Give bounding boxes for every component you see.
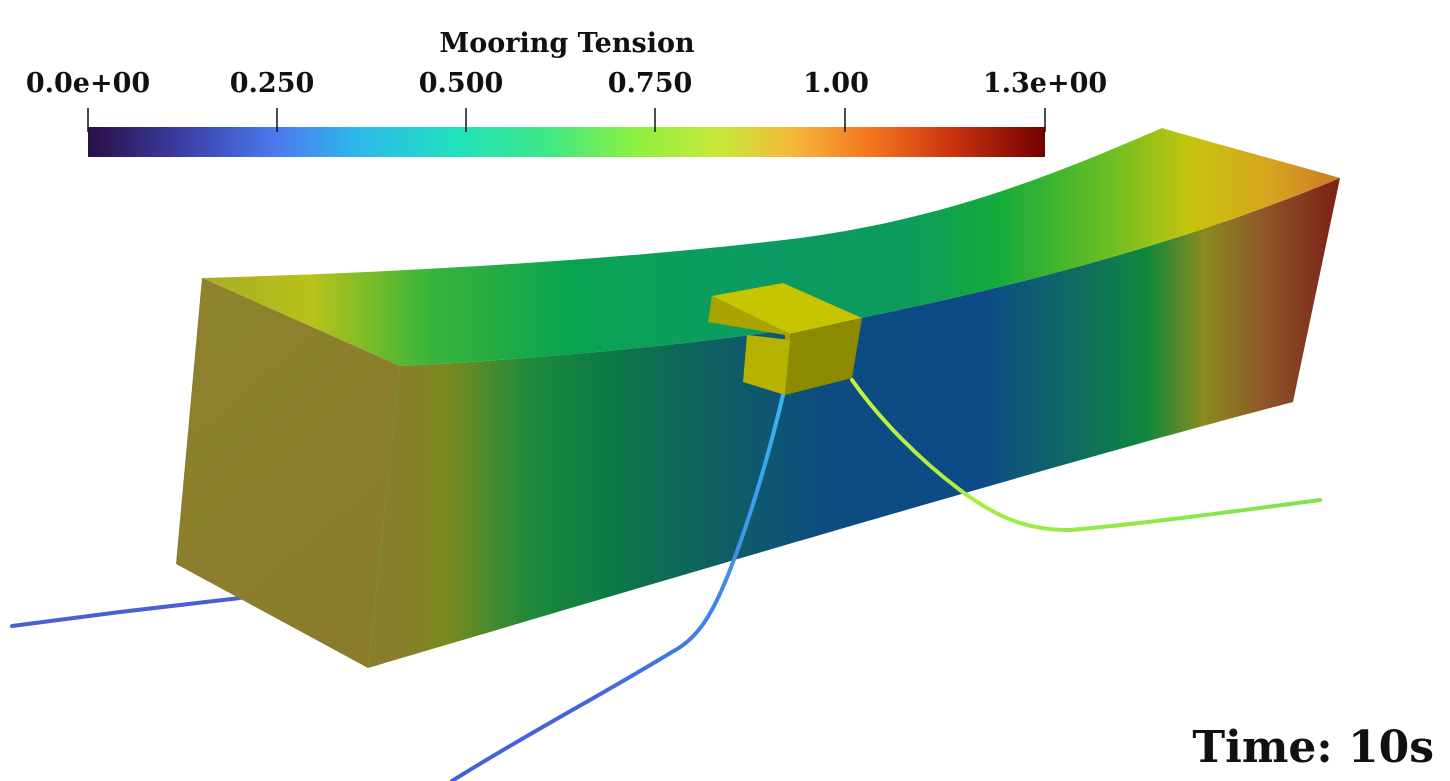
scalar-bar-tick-label: 1.00: [803, 68, 869, 99]
scalar-bar-tick-label: 0.250: [229, 68, 315, 99]
scalar-bar-tick-label: 0.750: [607, 68, 693, 99]
fairlead-box: [708, 283, 862, 395]
scalar-bar-title: Mooring Tension: [439, 28, 695, 59]
pontoon-end-face: [176, 278, 400, 668]
scalar-bar-gradient: [88, 127, 1045, 157]
time-annotation: Time: 10s: [1192, 722, 1434, 773]
mooring-line-left: [10, 596, 242, 628]
pontoon-end-edge: [367, 365, 401, 669]
pontoon-side-face: [368, 178, 1340, 668]
scalar-bar: [87, 108, 1046, 157]
mooring-line-right: [850, 378, 1322, 533]
scalar-bar-tick-label: 0.0e+00: [25, 68, 151, 99]
fairlead-box-lower: [743, 335, 790, 395]
scalar-bar-tick-label: 1.3e+00: [982, 68, 1108, 99]
pontoon-top-face: [202, 128, 1340, 366]
fairlead-box-top: [712, 283, 862, 334]
mooring-line-front: [450, 393, 785, 781]
pontoon: [176, 128, 1340, 669]
scalar-bar-ticks: [87, 108, 1046, 132]
fairlead-box-front: [785, 318, 862, 395]
scalar-bar-tick-label: 0.500: [418, 68, 504, 99]
